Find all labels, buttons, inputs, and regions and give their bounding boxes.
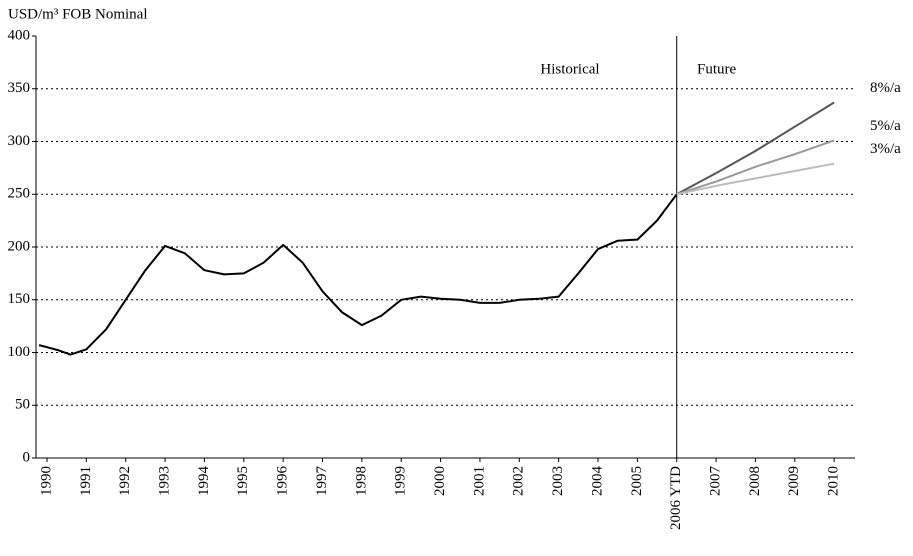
- y-tick-label: 250: [8, 186, 31, 202]
- x-tick-label: 1993: [157, 466, 173, 496]
- series-line: [676, 162, 835, 196]
- x-tick-label: 2001: [471, 466, 487, 496]
- x-tick-label: 1997: [314, 466, 330, 497]
- series-line: [676, 101, 835, 196]
- x-tick-label: 2000: [432, 466, 448, 496]
- y-tick-label: 150: [8, 291, 31, 307]
- series-label: 5%/a: [870, 118, 901, 134]
- y-tick-label: 400: [8, 27, 31, 43]
- y-tick-label: 0: [23, 449, 31, 465]
- x-tick-label: 2005: [629, 466, 645, 496]
- x-tick-label: 1990: [38, 466, 54, 496]
- series-label: 3%/a: [870, 141, 901, 157]
- x-tick-label: 2003: [550, 466, 566, 496]
- x-tick-label: 2009: [786, 466, 802, 496]
- x-tick-label: 2006 YTD: [668, 466, 684, 530]
- x-tick-label: 2008: [747, 466, 763, 496]
- x-tick-label: 1998: [353, 466, 369, 496]
- x-tick-label: 1995: [235, 466, 251, 496]
- x-tick-label: 1992: [117, 466, 133, 496]
- x-tick-label: 1991: [78, 466, 94, 496]
- x-tick-label: 2010: [826, 466, 842, 496]
- annotation: Historical: [540, 61, 599, 77]
- y-tick-label: 50: [15, 397, 30, 413]
- series-line: [38, 193, 678, 356]
- annotation: Future: [697, 61, 737, 77]
- x-tick-label: 2002: [511, 466, 527, 496]
- x-tick-label: 1996: [275, 466, 291, 497]
- x-tick-label: 2004: [589, 466, 605, 497]
- series-line: [676, 139, 835, 196]
- x-tick-label: 2007: [708, 466, 724, 497]
- y-tick-label: 100: [8, 344, 31, 360]
- x-tick-label: 1999: [393, 466, 409, 496]
- y-axis-label: USD/m³ FOB Nominal: [8, 6, 148, 22]
- y-tick-label: 350: [8, 80, 31, 96]
- series-label: 8%/a: [870, 80, 901, 96]
- y-tick-label: 300: [8, 133, 31, 149]
- y-tick-label: 200: [8, 238, 31, 254]
- x-tick-label: 1994: [196, 466, 212, 497]
